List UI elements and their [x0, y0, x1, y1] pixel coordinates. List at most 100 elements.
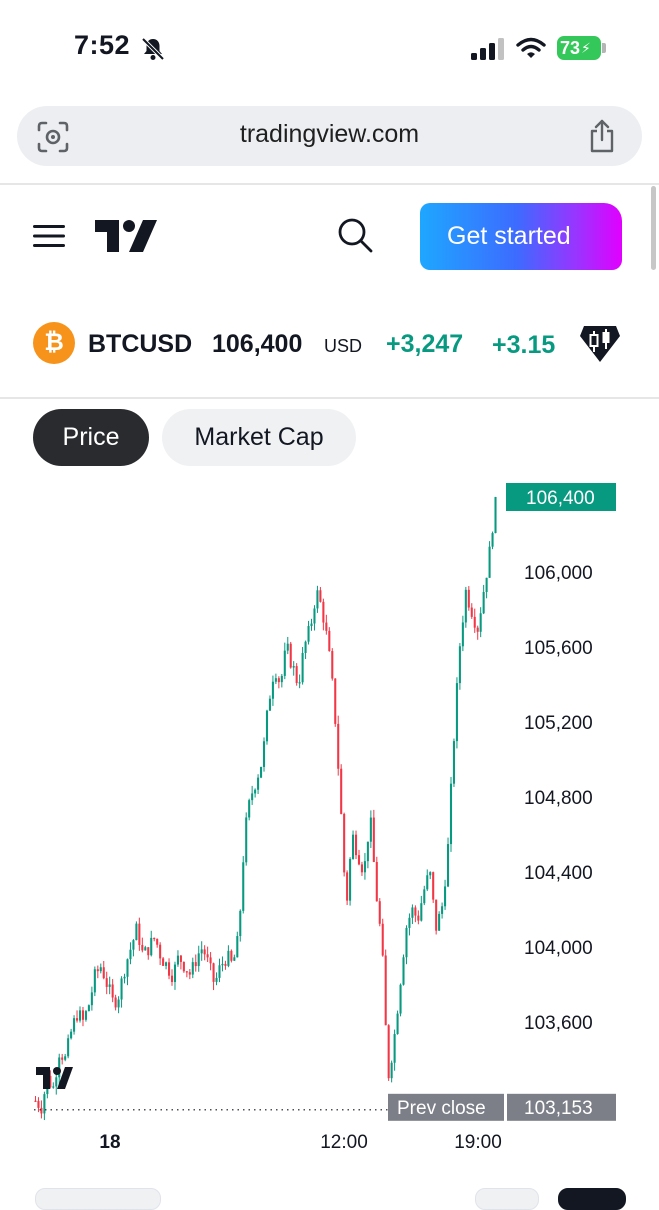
candle [485, 577, 488, 599]
candle [75, 1010, 79, 1023]
url-text[interactable]: tradingview.com [239, 120, 420, 148]
candle [132, 939, 135, 957]
candle [277, 676, 280, 689]
candle [129, 942, 132, 965]
candle [188, 969, 191, 980]
chart-overlays: 106,400 Prev close 103,153 [34, 483, 616, 1121]
y-tick-label: 105,200 [524, 713, 593, 734]
candle [461, 615, 464, 652]
candle [93, 966, 96, 997]
candle [200, 941, 203, 961]
candle [280, 673, 283, 688]
prev-close-value: 103,153 [524, 1098, 593, 1119]
battery-indicator: 73 ⚡ [557, 36, 601, 60]
bottom-control-right[interactable] [475, 1188, 539, 1210]
candle [105, 971, 108, 995]
candle [301, 647, 304, 685]
candle [268, 695, 271, 711]
candle [40, 1100, 43, 1119]
candle [135, 921, 138, 941]
candle [34, 1096, 37, 1102]
candle [476, 625, 479, 640]
candle [78, 1006, 82, 1023]
candle [354, 830, 358, 860]
candle [384, 949, 387, 1026]
candle [260, 766, 263, 779]
prev-close-label: Prev close [397, 1098, 486, 1119]
tab-market-cap[interactable]: Market Cap [162, 409, 356, 466]
ticker-currency: USD [324, 336, 363, 356]
candle [455, 677, 458, 749]
candle [414, 905, 417, 923]
bottom-control-dark[interactable] [558, 1188, 626, 1210]
candle [162, 956, 165, 966]
candle [233, 954, 236, 961]
price-axis: 106,000 105,600 105,200 104,800 104,400 104,0… [524, 563, 593, 1034]
candle [212, 962, 215, 991]
candle [70, 1028, 73, 1040]
url-bar[interactable] [17, 106, 642, 166]
candles [34, 496, 497, 1121]
candle [251, 785, 254, 805]
cellular-signal-icon [471, 38, 504, 60]
candle [108, 976, 111, 995]
candle [441, 902, 444, 919]
candle [452, 738, 456, 787]
candle [289, 641, 292, 669]
y-tick-label: 104,800 [524, 788, 593, 809]
candle [283, 642, 286, 680]
candle [346, 870, 349, 906]
candle [176, 950, 179, 967]
candle [322, 598, 325, 631]
candle [417, 910, 420, 925]
tab-price[interactable]: Price [33, 409, 149, 466]
candle [197, 945, 200, 972]
tradingview-logo-icon[interactable] [95, 220, 157, 252]
y-tick-label: 103,600 [524, 1013, 593, 1034]
share-icon[interactable] [586, 118, 618, 154]
candle [360, 861, 363, 876]
candle [292, 661, 295, 676]
candle [352, 830, 355, 860]
hamburger-menu-icon[interactable] [33, 224, 65, 248]
candle [138, 917, 141, 951]
candle [369, 810, 372, 849]
candle [227, 945, 230, 968]
price-chart[interactable]: 106,000 105,600 105,200 104,800 104,400 104,0… [0, 480, 659, 1160]
candle [248, 798, 251, 821]
candle [173, 961, 177, 990]
lens-search-icon[interactable] [36, 120, 70, 154]
bottom-control-left[interactable] [35, 1188, 161, 1210]
get-started-button[interactable]: Get started [420, 203, 622, 270]
candle [363, 853, 366, 880]
candle [470, 603, 473, 619]
candle [343, 812, 346, 877]
candle-chart-badge-icon[interactable] [578, 322, 622, 366]
last-price-badge: 106,400 [506, 483, 616, 511]
x-tick-label: 19:00 [454, 1132, 502, 1153]
candle [458, 643, 461, 690]
candle [375, 856, 378, 902]
candle [307, 620, 310, 645]
divider [0, 397, 659, 399]
candle [141, 937, 144, 953]
candle [262, 737, 266, 772]
last-price-label: 106,400 [526, 488, 595, 509]
candle [378, 898, 381, 927]
status-time: 7:52 [74, 30, 131, 60]
candle [432, 871, 435, 903]
x-tick-label: 18 [99, 1132, 120, 1153]
ticker-change-pct: +3.15 [492, 331, 556, 359]
candle [316, 585, 319, 613]
candle [366, 841, 369, 869]
candle [402, 954, 405, 986]
search-icon[interactable] [336, 216, 374, 254]
y-tick-label: 106,000 [524, 563, 593, 584]
scrollbar-thumb[interactable] [651, 186, 656, 270]
candle [488, 541, 491, 578]
candle [357, 849, 361, 866]
candle [245, 812, 248, 866]
candle [182, 961, 185, 973]
candle [387, 1024, 390, 1081]
candle [37, 1097, 40, 1113]
